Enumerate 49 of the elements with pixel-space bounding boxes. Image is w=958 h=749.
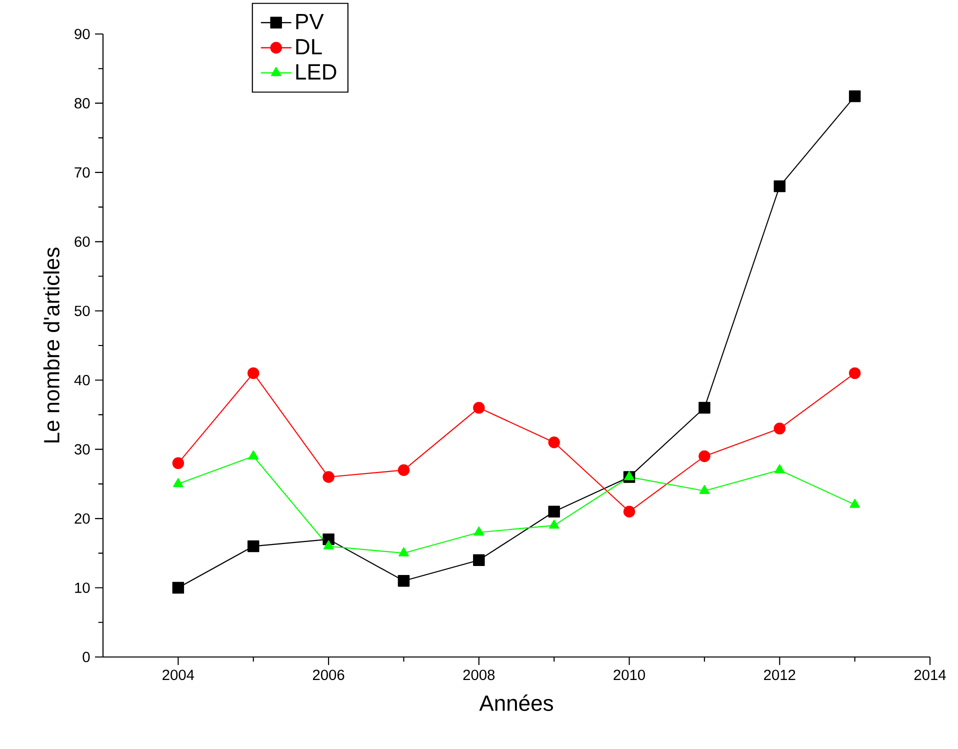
legend-label: PV <box>296 14 324 30</box>
y-tick-label: 30 <box>74 444 90 455</box>
point <box>850 498 860 508</box>
x-tick-label: 2012 <box>764 670 796 680</box>
point <box>548 436 560 448</box>
point <box>398 574 410 587</box>
legend-label: LED <box>296 64 336 80</box>
x-tick-label: 2010 <box>614 670 645 680</box>
legend-label: DL <box>296 39 322 54</box>
y-tick-label: 60 <box>74 236 90 247</box>
y-tick-label: 40 <box>74 374 90 386</box>
point <box>247 367 260 380</box>
point <box>172 457 184 470</box>
x-axis-title: Années <box>479 694 553 711</box>
y-tick-label: 90 <box>74 28 90 40</box>
x-tick-label: 2006 <box>312 670 344 680</box>
y-tick-label: 0 <box>82 652 90 662</box>
point <box>848 90 861 102</box>
point <box>548 506 560 518</box>
point <box>473 402 485 414</box>
point <box>698 450 710 462</box>
point <box>323 540 334 550</box>
point <box>699 484 710 494</box>
y-axis-title: Le nombre d'articles <box>43 248 60 442</box>
point <box>774 422 786 434</box>
point <box>848 367 861 380</box>
y-tick-label: 50 <box>74 306 90 316</box>
x-tick-label: 2004 <box>162 670 194 680</box>
point <box>698 402 710 414</box>
point <box>548 520 560 529</box>
point <box>247 540 260 552</box>
point <box>474 526 484 536</box>
point <box>774 464 785 474</box>
point <box>624 471 634 480</box>
point <box>623 506 636 518</box>
point <box>173 478 184 488</box>
point <box>398 547 409 556</box>
y-tick-label: 20 <box>74 513 90 524</box>
y-tick-label: 10 <box>75 582 90 593</box>
point <box>248 450 259 460</box>
point <box>473 554 485 566</box>
point <box>774 180 786 192</box>
y-tick-label: 70 <box>74 167 90 178</box>
point <box>322 471 334 483</box>
y-tick-label: 80 <box>74 98 90 108</box>
point <box>172 582 184 594</box>
point <box>398 464 410 476</box>
x-tick-label: 2008 <box>463 670 495 680</box>
x-tick-label: 2014 <box>914 670 946 680</box>
